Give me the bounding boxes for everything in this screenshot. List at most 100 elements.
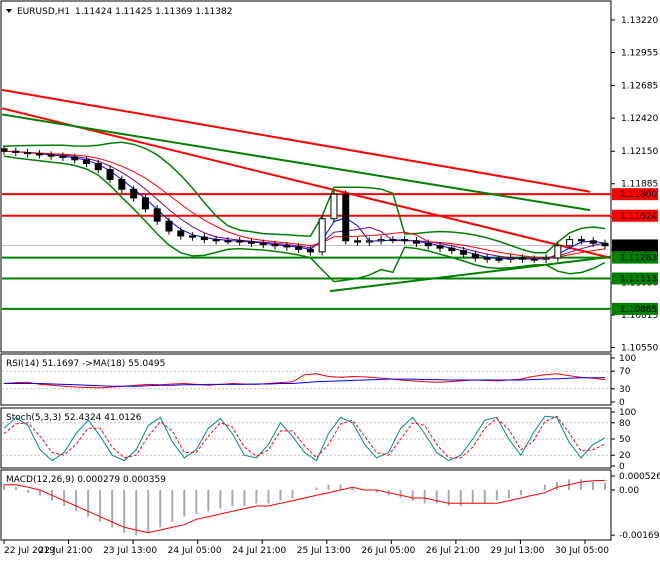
level-tag bbox=[612, 272, 658, 285]
candle-body bbox=[153, 208, 161, 222]
candle-body bbox=[236, 240, 244, 243]
price-tick-label: 1.12420 bbox=[621, 114, 658, 124]
bollinger-upper bbox=[3, 141, 606, 254]
candle-body bbox=[365, 240, 373, 243]
green-trendline-upper bbox=[1, 113, 591, 212]
candle-body bbox=[377, 239, 385, 242]
candle-body bbox=[589, 240, 597, 244]
stoch-tick-label: 50 bbox=[619, 435, 631, 445]
price-tick-label: 1.11885 bbox=[621, 180, 658, 190]
macd-tick-label: 0.000526 bbox=[619, 472, 660, 482]
candle-body bbox=[448, 247, 456, 252]
stoch-series-2 bbox=[3, 415, 606, 459]
candle-body bbox=[212, 239, 220, 242]
candle-body bbox=[495, 258, 503, 261]
stoch-label: Stoch(5,3,3) 52.4324 41.0126 bbox=[6, 413, 142, 423]
stoch-tick-label: 80 bbox=[619, 419, 631, 429]
candle-body bbox=[554, 245, 562, 259]
time-tick-label: 24 Jul 05:00 bbox=[168, 546, 222, 556]
candle-body bbox=[436, 245, 444, 249]
time-tick-label: 23 Jul 13:00 bbox=[103, 546, 157, 556]
price-tick-label: 1.12955 bbox=[621, 48, 658, 58]
level-tag bbox=[612, 188, 658, 201]
candle-body bbox=[318, 218, 326, 253]
red-trendline-lower bbox=[1, 107, 612, 259]
stoch-panel[interactable] bbox=[0, 407, 612, 469]
price-tick-label: 1.13220 bbox=[621, 16, 658, 26]
candle-body bbox=[59, 155, 67, 158]
candle-body bbox=[566, 239, 574, 247]
stoch-tick-label: 0 bbox=[619, 462, 625, 472]
candle-body bbox=[0, 148, 8, 152]
green-trendline-lower bbox=[329, 255, 612, 293]
candle-body bbox=[577, 239, 585, 242]
rsi-tick-label: 0 bbox=[619, 398, 625, 408]
price-tags: 1.11800 1.11624 1.11283 1.11113 1.10865 1.113… bbox=[612, 188, 658, 315]
horizontal-levels bbox=[2, 193, 611, 310]
macd-indicator: 0.000526 0.00 -0.001694 bbox=[3, 472, 660, 541]
candle-body bbox=[507, 257, 515, 260]
macd-label: MACD(12,26,9) 0.000279 0.000359 bbox=[6, 475, 166, 485]
candle-body bbox=[189, 235, 197, 238]
ma-mid bbox=[3, 150, 606, 260]
candle-body bbox=[71, 156, 79, 161]
rsi-tick-label: 30 bbox=[619, 385, 631, 395]
rsi-label: RSI(14) 51.1697 ->MA(18) 55.0495 bbox=[6, 359, 165, 369]
time-tick-label: 24 Jul 21:00 bbox=[232, 546, 286, 556]
macd-panel[interactable] bbox=[0, 469, 612, 541]
current-price-tag bbox=[612, 239, 658, 252]
candle-body bbox=[224, 240, 232, 243]
candle-body bbox=[483, 257, 491, 260]
price-tick-label: 1.12685 bbox=[621, 82, 658, 92]
moving-averages bbox=[3, 150, 606, 260]
candle-body bbox=[259, 242, 267, 245]
candle-body bbox=[47, 154, 55, 157]
price-tick-label: 1.10550 bbox=[621, 344, 658, 354]
dropdown-triangle-icon[interactable] bbox=[6, 9, 12, 13]
time-tick-label: 22 Jul 2019 bbox=[4, 546, 55, 556]
candle-body bbox=[295, 246, 303, 250]
ma-slow bbox=[3, 150, 606, 259]
candle-body bbox=[141, 197, 149, 210]
current-price-label: 1.11382 bbox=[620, 241, 657, 251]
candle-body bbox=[401, 239, 409, 242]
candle-body bbox=[542, 257, 550, 260]
price-tick-label: 1.12150 bbox=[621, 147, 658, 157]
rsi-tick-label: 100 bbox=[619, 354, 636, 364]
candle-body bbox=[130, 188, 138, 199]
candle-body bbox=[82, 159, 90, 165]
macd-tick-label: 0.00 bbox=[619, 486, 639, 496]
candle-body bbox=[94, 163, 102, 171]
candle-body bbox=[306, 248, 314, 253]
candle-body bbox=[389, 239, 397, 242]
level-tag-label: 1.10865 bbox=[620, 305, 657, 315]
level-tag-label: 1.11624 bbox=[620, 212, 657, 222]
symbol-label: EURUSD,H1 bbox=[17, 7, 70, 17]
candle-body bbox=[165, 220, 173, 232]
rsi-tick-label: 70 bbox=[619, 367, 631, 377]
price-panel[interactable] bbox=[0, 0, 612, 353]
level-tag-label: 1.11800 bbox=[620, 190, 657, 200]
candle-body bbox=[106, 169, 114, 180]
trendlines bbox=[1, 88, 612, 293]
candle-body bbox=[35, 153, 43, 156]
time-tick-label: 26 Jul 21:00 bbox=[426, 546, 480, 556]
candle-body bbox=[271, 243, 279, 247]
candle-body bbox=[530, 258, 538, 261]
time-tick-label: 30 Jul 05:00 bbox=[555, 546, 609, 556]
stoch-tick-label: 20 bbox=[619, 451, 631, 461]
candle-body bbox=[471, 253, 479, 259]
level-tag bbox=[612, 251, 658, 264]
time-tick-label: 22 Jul 21:00 bbox=[39, 546, 93, 556]
candle-body bbox=[177, 230, 185, 237]
bollinger-bands bbox=[3, 141, 606, 283]
candle-body bbox=[519, 257, 527, 260]
candle-body bbox=[330, 193, 338, 220]
level-tag bbox=[612, 209, 658, 222]
candles bbox=[0, 145, 609, 263]
candle-body bbox=[412, 240, 420, 244]
candle-body bbox=[247, 241, 255, 244]
